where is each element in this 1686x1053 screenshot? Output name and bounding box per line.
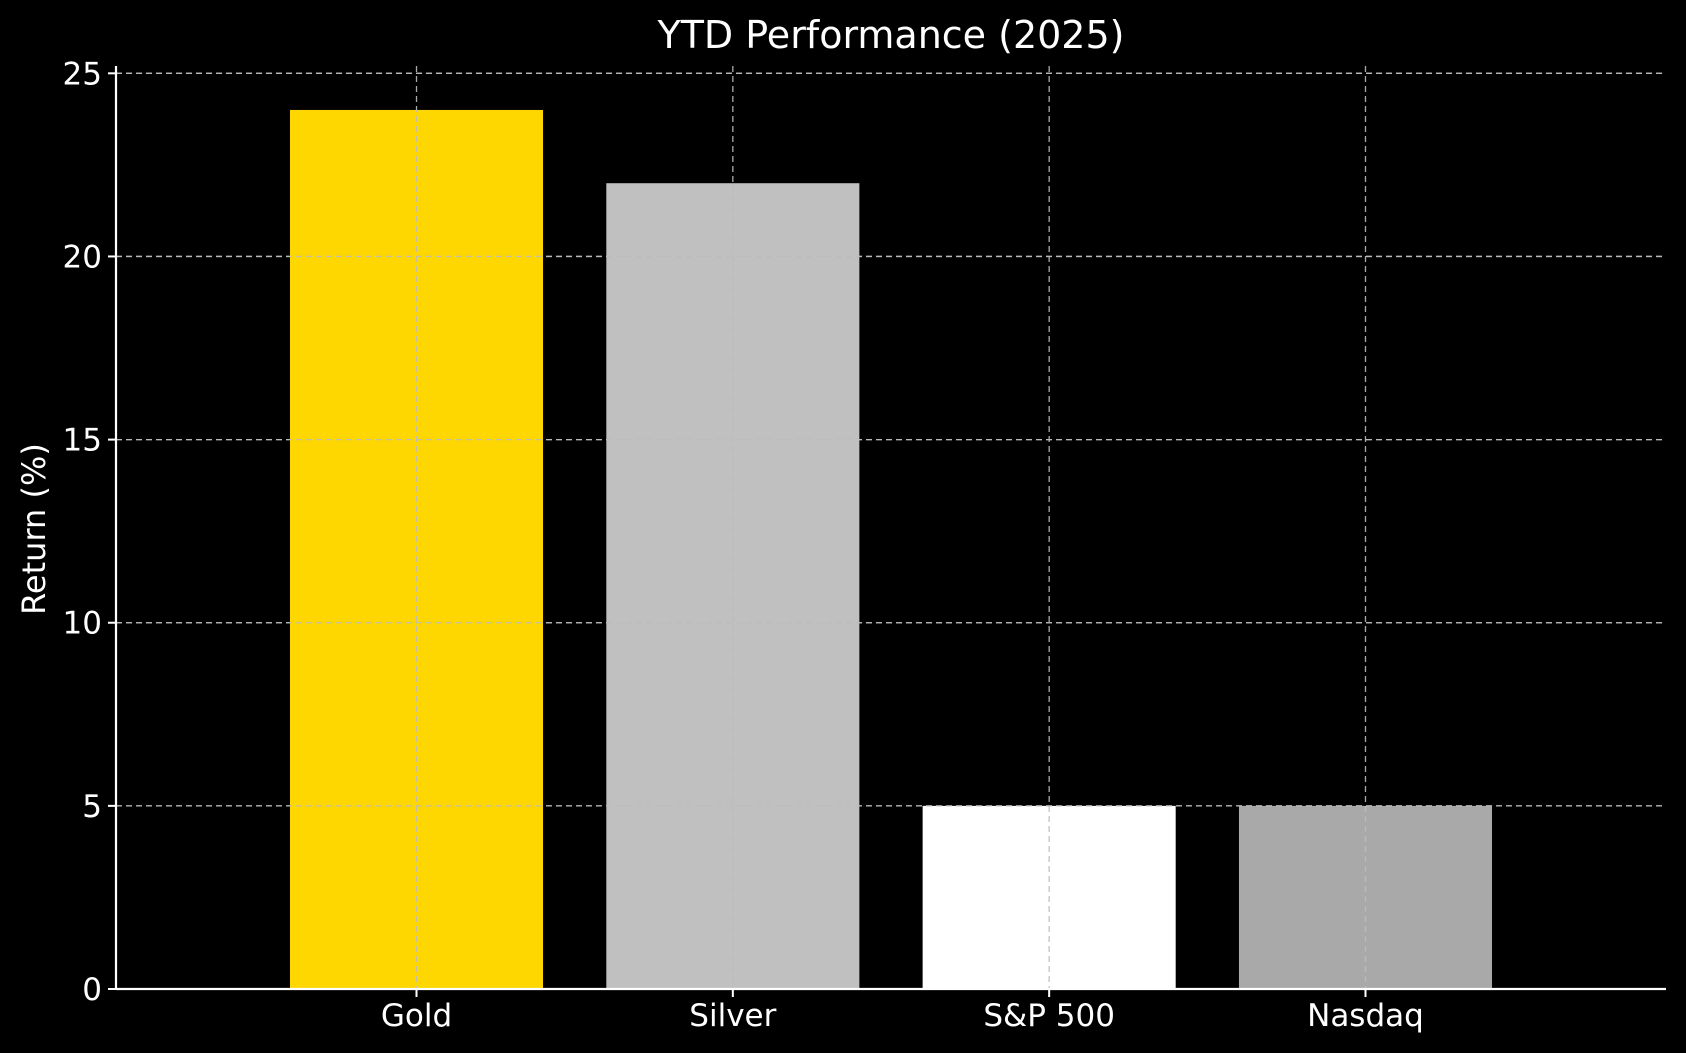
- y-tick-label: 0: [82, 972, 102, 1008]
- x-tick-label: S&P 500: [983, 998, 1115, 1034]
- x-tick-label: Silver: [689, 998, 776, 1034]
- y-tick-label: 25: [63, 56, 102, 92]
- chart-title: YTD Performance (2025): [656, 13, 1124, 57]
- x-tick-label: Gold: [381, 998, 452, 1034]
- y-tick-label: 5: [82, 789, 102, 825]
- y-tick-label: 20: [63, 239, 102, 275]
- tick-labels: 0 5 10 15 20 25 Gold Silver S&P 500 Nasdaq: [63, 56, 1424, 1034]
- axes: [108, 66, 1666, 997]
- x-tick-label: Nasdaq: [1307, 998, 1424, 1034]
- y-tick-label: 10: [63, 606, 102, 642]
- vertical-grid-lines: [116, 66, 1666, 989]
- y-tick-label: 15: [63, 423, 102, 459]
- y-axis-label: Return (%): [15, 443, 53, 615]
